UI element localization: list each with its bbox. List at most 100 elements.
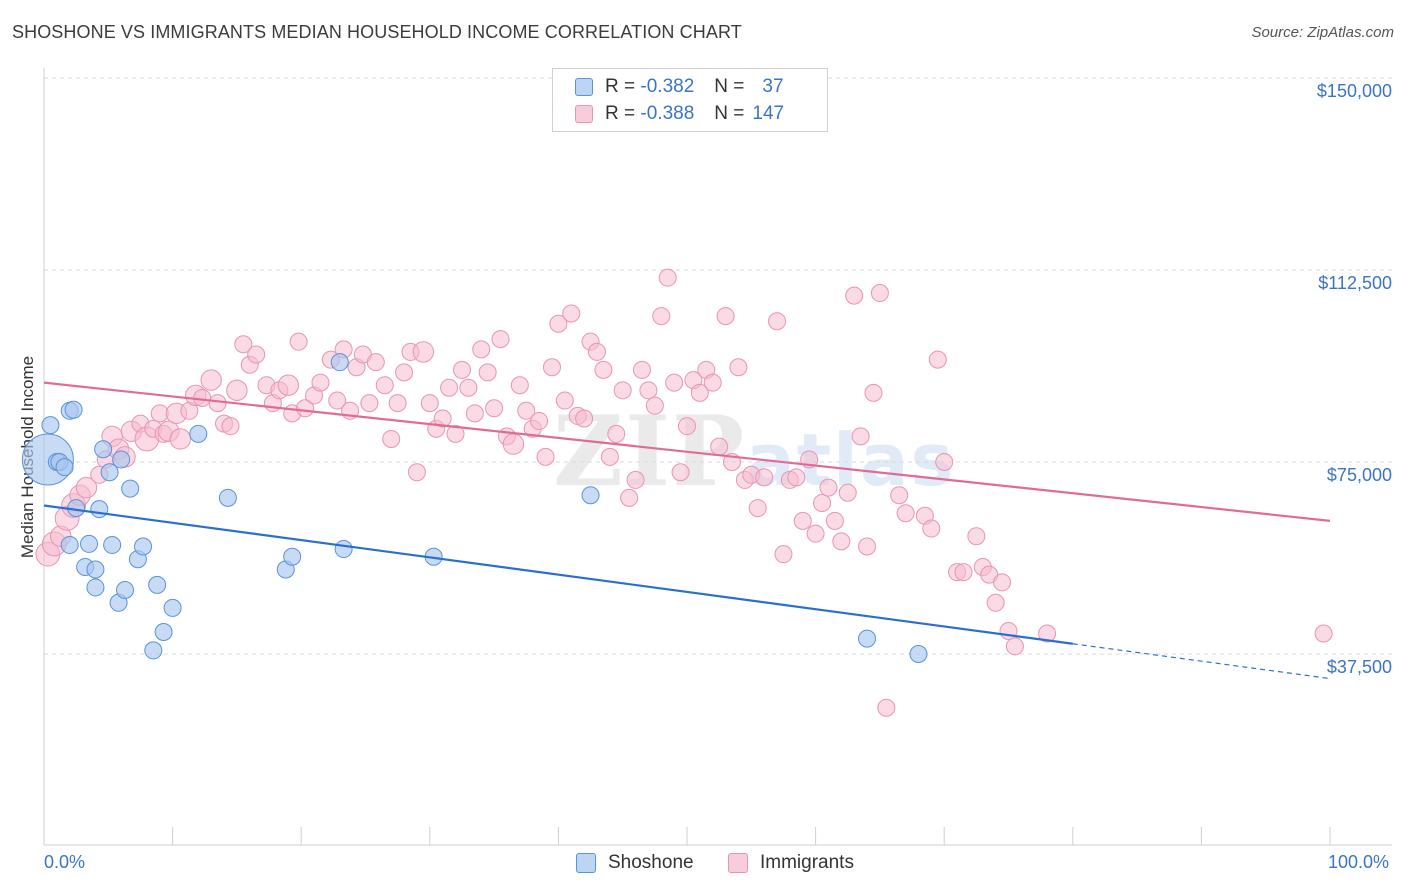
- immigrants-point: [838, 483, 857, 502]
- immigrants-point: [613, 381, 632, 400]
- legend-n-value-shoshone: 37: [762, 76, 784, 97]
- shoshone-point: [100, 463, 119, 482]
- immigrants-point: [375, 376, 394, 395]
- shoshone-swatch: [575, 78, 593, 96]
- immigrants-point: [639, 381, 658, 400]
- shoshone-point: [163, 598, 182, 617]
- shoshone-point: [60, 535, 79, 554]
- immigrants-points: [35, 268, 1333, 717]
- legend-r-label: R =: [605, 76, 636, 97]
- immigrants-point: [459, 378, 478, 397]
- immigrants-point: [1005, 637, 1024, 656]
- immigrants-point: [382, 429, 401, 448]
- legend-row-immigrants: R = -0.388 N = 147: [575, 102, 784, 126]
- immigrants-point: [864, 383, 883, 402]
- immigrants-point: [433, 409, 452, 428]
- immigrants-point: [575, 409, 594, 428]
- immigrants-point: [311, 373, 330, 392]
- shoshone-points: [21, 353, 928, 663]
- immigrants-point: [787, 468, 806, 487]
- immigrants-point: [446, 424, 465, 443]
- immigrants-point: [289, 332, 308, 351]
- shoshone-point: [334, 540, 353, 559]
- shoshone-point: [148, 575, 167, 594]
- shoshone-trend-line: [43, 504, 1073, 645]
- immigrants-point: [296, 399, 315, 418]
- immigrants-point: [221, 417, 240, 436]
- immigrants-point: [832, 532, 851, 551]
- immigrants-point: [935, 453, 954, 471]
- immigrants-point: [870, 284, 889, 303]
- immigrants-point: [530, 412, 549, 431]
- immigrants-point: [472, 340, 491, 359]
- immigrants-point: [208, 394, 227, 413]
- immigrants-point: [388, 394, 407, 413]
- shoshone-point: [330, 353, 349, 372]
- immigrants-point: [703, 373, 722, 392]
- shoshone-point: [90, 500, 109, 519]
- immigrants-point: [632, 360, 651, 379]
- immigrants-point: [967, 527, 986, 546]
- shoshone-trend-extension: [1072, 643, 1331, 680]
- source-label: Source: ZipAtlas.com: [1251, 24, 1394, 41]
- immigrants-point: [478, 363, 497, 382]
- immigrants-point: [536, 447, 555, 466]
- immigrants-point: [652, 307, 671, 326]
- immigrants-legend-swatch: [728, 853, 748, 873]
- immigrants-point: [806, 524, 825, 543]
- shoshone-point: [94, 440, 113, 459]
- immigrants-point: [328, 391, 347, 410]
- shoshone-point: [86, 578, 105, 597]
- immigrants-point: [658, 268, 677, 287]
- shoshone-point: [64, 400, 83, 419]
- shoshone-point: [154, 622, 173, 641]
- immigrants-point: [1038, 624, 1057, 643]
- immigrants-point: [896, 504, 915, 523]
- immigrants-point: [793, 511, 812, 530]
- shoshone-legend-label: Shoshone: [608, 852, 694, 873]
- y-tick-label: $75,000: [1327, 465, 1392, 485]
- immigrants-point: [993, 573, 1012, 592]
- immigrants-point: [75, 476, 98, 499]
- immigrants-point: [510, 376, 529, 395]
- immigrants-point: [665, 373, 684, 392]
- immigrants-point: [200, 369, 222, 391]
- immigrants-point: [395, 363, 414, 382]
- immigrants-point: [491, 330, 510, 349]
- chart-title: SHOSHONE VS IMMIGRANTS MEDIAN HOUSEHOLD …: [12, 22, 742, 42]
- immigrants-point: [150, 404, 169, 423]
- immigrants-point: [594, 360, 613, 379]
- shoshone-point: [55, 458, 74, 477]
- immigrants-point: [645, 396, 664, 415]
- legend-r-value-shoshone: -0.382: [640, 76, 695, 97]
- immigrants-point: [234, 335, 253, 354]
- legend-row-shoshone: R = -0.382 N = 37: [575, 75, 784, 99]
- tick-labels: $37,500 $75,000 $112,500 $150,000: [1317, 81, 1392, 677]
- immigrants-point: [755, 468, 774, 487]
- legend-n-label: N =: [714, 103, 745, 124]
- shoshone-legend-swatch: [576, 853, 596, 873]
- immigrants-point: [690, 383, 709, 402]
- immigrants-point: [858, 537, 877, 556]
- immigrants-point: [485, 399, 504, 418]
- immigrants-point: [813, 493, 832, 512]
- shoshone-point: [134, 537, 153, 556]
- immigrants-point: [626, 470, 645, 489]
- shoshone-point: [581, 486, 600, 505]
- legend-n-label: N =: [714, 76, 745, 97]
- immigrants-point: [465, 404, 484, 423]
- immigrants-point: [928, 350, 947, 369]
- bottom-legend-shoshone: Shoshone: [576, 852, 694, 874]
- immigrants-point: [407, 463, 426, 482]
- y-tick-label: $112,500: [1318, 273, 1392, 293]
- immigrants-point: [247, 345, 266, 364]
- immigrants-swatch: [575, 105, 593, 123]
- immigrants-trend-line: [43, 381, 1331, 522]
- legend-n-value-immigrants: 147: [752, 103, 785, 124]
- immigrants-point: [768, 312, 787, 331]
- immigrants-point: [502, 433, 525, 455]
- y-tick-label: $37,500: [1327, 657, 1392, 677]
- immigrants-point: [169, 428, 192, 450]
- trend-lines: [43, 381, 1331, 680]
